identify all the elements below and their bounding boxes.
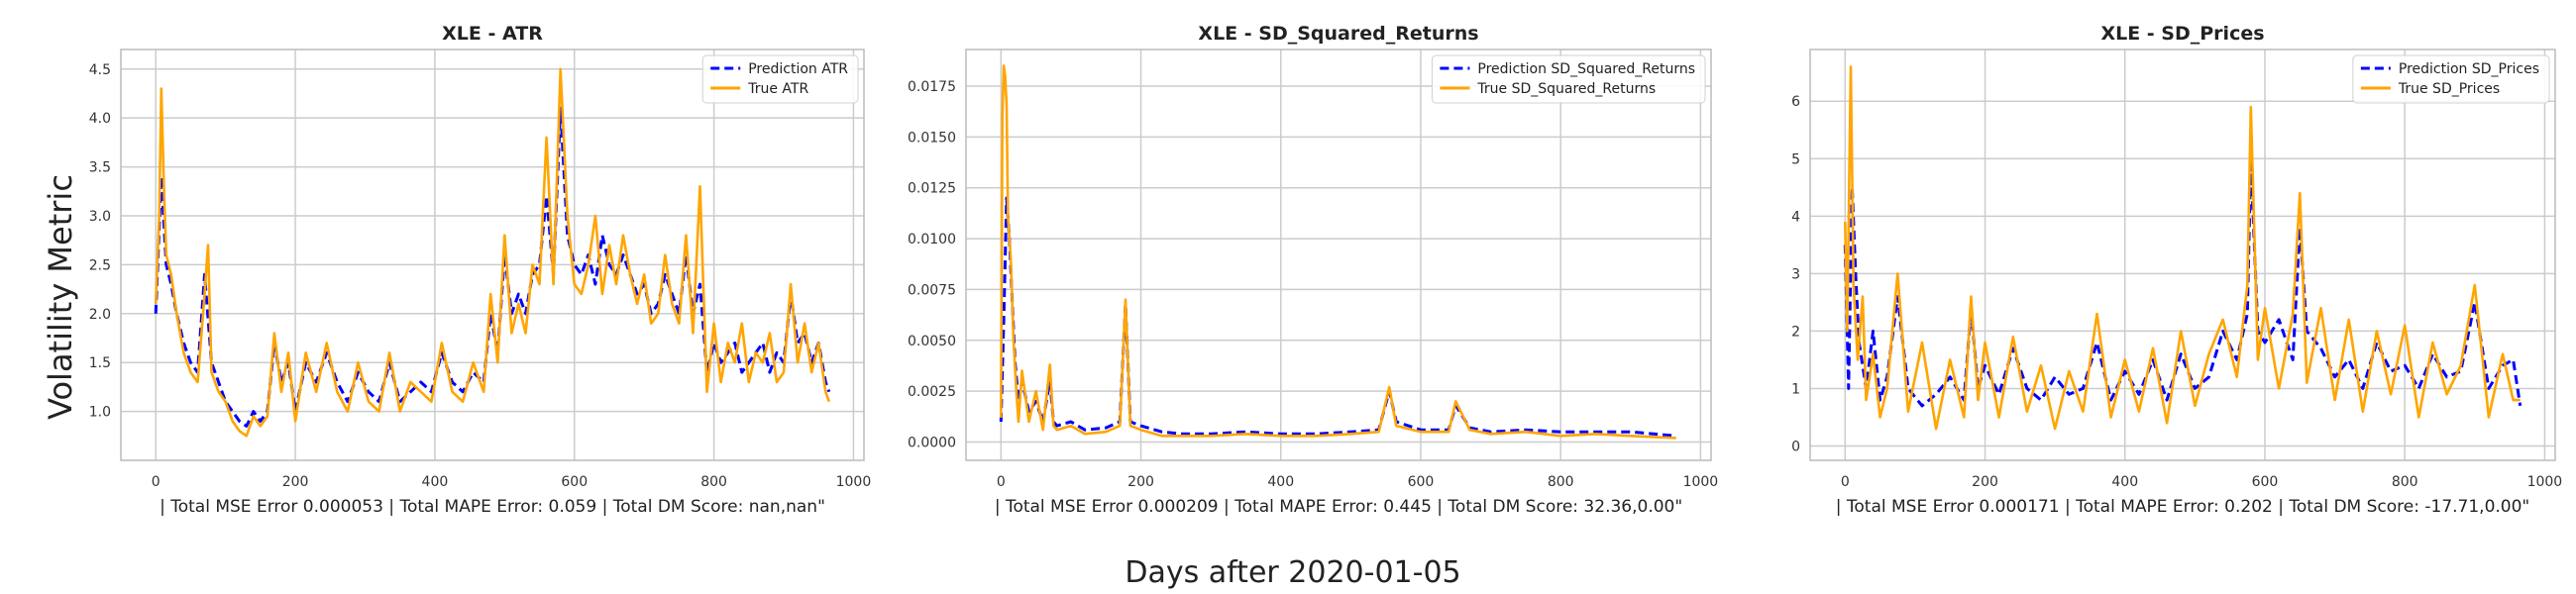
legend-label: Prediction SD_Squared_Returns	[1477, 61, 1695, 77]
y-tick-label: 5	[1791, 151, 1800, 167]
figure-xlabel: Days after 2020-01-05	[1125, 555, 1460, 590]
legend-box	[701, 54, 859, 104]
y-tick-label: 0.0050	[908, 334, 956, 349]
x-tick-label: 200	[1127, 474, 1154, 490]
chart-title: XLE - SD_Prices	[2100, 23, 2264, 45]
plot-frame	[965, 49, 1712, 461]
x-tick-label: 600	[561, 474, 588, 490]
x-tick-label: 800	[700, 474, 727, 490]
legend-label: True SD_Squared_Returns	[1476, 81, 1656, 97]
x-tick-label: 400	[2111, 474, 2138, 490]
x-tick-label: 0	[152, 474, 161, 490]
chart-title: XLE - ATR	[442, 23, 543, 45]
x-tick-label: 200	[1972, 474, 1998, 490]
legend-label: Prediction ATR	[748, 61, 848, 77]
y-tick-label: 2	[1791, 324, 1800, 340]
x-tick-label: 600	[1408, 474, 1435, 490]
prediction-series-line	[154, 106, 831, 428]
x-tick-label: 0	[997, 474, 1006, 490]
legend-label: Prediction SD_Prices	[2399, 61, 2539, 77]
y-tick-label: 3	[1791, 266, 1800, 282]
legend: Prediction ATR True ATR	[701, 54, 859, 104]
x-tick-label: 800	[1548, 474, 1574, 490]
y-tick-label: 0.0000	[908, 436, 956, 451]
chart-xlabel: | Total MSE Error 0.000209 | Total MAPE …	[995, 497, 1682, 517]
plot-frame	[120, 49, 865, 461]
true-series-line	[154, 67, 831, 438]
prediction-series-line	[999, 196, 1676, 438]
x-tick-label: 600	[2252, 474, 2279, 490]
x-tick-label: 800	[2392, 474, 2418, 490]
figure-ylabel: Volatility Metric	[42, 174, 79, 420]
chart-panel-2: 0 200 400 600 800 1000 0.0000 0.0025 0.0050 0.007…	[908, 23, 1718, 517]
y-tick-label: 0.0025	[908, 384, 956, 400]
y-tick-label: 2.0	[89, 307, 111, 323]
prediction-series-line	[1843, 156, 2522, 408]
chart-panel-3: 0 200 400 600 800 1000 0 1 2 3 4 5 6 XLE - SD_Prices |…	[1791, 23, 2562, 517]
y-tick-label: 0.0175	[908, 79, 956, 95]
plot-frame	[1809, 49, 2556, 461]
y-tick-label: 3.0	[89, 209, 111, 225]
y-tick-label: 0.0150	[908, 130, 956, 146]
y-tick-label: 4.0	[89, 111, 111, 127]
true-series-line	[1000, 64, 1676, 440]
true-series-line	[1844, 65, 2521, 431]
x-tick-label: 400	[1267, 474, 1294, 490]
legend-label: True ATR	[747, 81, 808, 97]
chart-panel-1: 0 200 400 600 800 1000 1.0 1.5 2.0 2.5 3.0 3.5 4.0 4.…	[89, 23, 872, 517]
chart-title: XLE - SD_Squared_Returns	[1198, 23, 1478, 45]
legend-label: True SD_Prices	[2398, 81, 2500, 97]
x-tick-label: 0	[1841, 474, 1850, 490]
y-tick-label: 1.5	[89, 355, 111, 371]
y-tick-label: 0.0075	[908, 282, 956, 298]
y-tick-label: 6	[1791, 94, 1800, 110]
legend: Prediction SD_Squared_Returns True SD_Squ…	[1431, 54, 1706, 104]
chart-xlabel: | Total MSE Error 0.000053 | Total MAPE …	[160, 497, 825, 517]
y-tick-label: 4	[1791, 209, 1800, 225]
x-tick-label: 200	[282, 474, 309, 490]
y-tick-label: 0.0125	[908, 181, 956, 197]
y-tick-label: 0	[1791, 439, 1800, 454]
chart-xlabel: | Total MSE Error 0.000171 | Total MAPE …	[1836, 497, 2530, 517]
y-tick-label: 1	[1791, 381, 1800, 397]
y-tick-label: 2.5	[89, 257, 111, 273]
legend: Prediction SD_Prices True SD_Prices	[2352, 54, 2550, 104]
y-tick-label: 3.5	[89, 160, 111, 176]
x-tick-label: 1000	[2527, 474, 2563, 490]
x-tick-label: 1000	[836, 474, 872, 490]
legend-box	[1431, 54, 1706, 104]
y-tick-label: 4.5	[89, 62, 111, 78]
legend-box	[2352, 54, 2550, 104]
y-tick-label: 0.0100	[908, 232, 956, 248]
x-tick-label: 1000	[1683, 474, 1719, 490]
y-tick-label: 1.0	[89, 405, 111, 421]
x-tick-label: 400	[422, 474, 449, 490]
